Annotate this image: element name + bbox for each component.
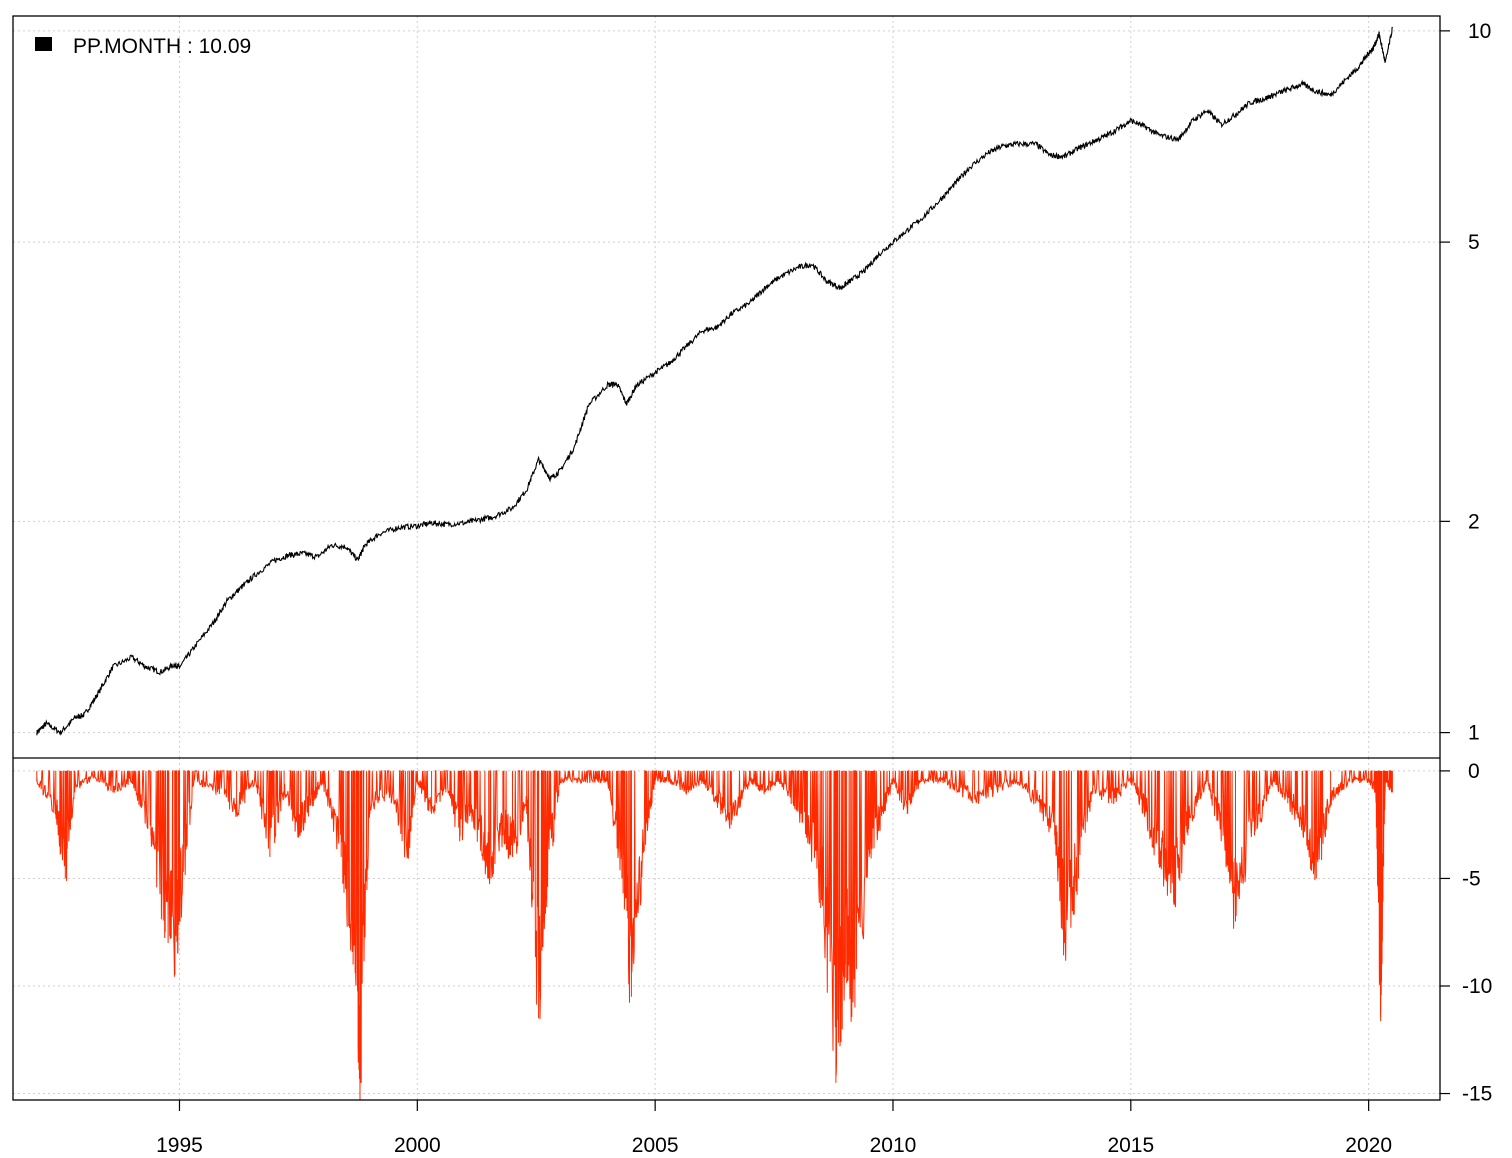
top-panel-y-axis: 1 2 5 10: [1440, 20, 1491, 745]
plot-frame: [12, 15, 1441, 1101]
legend-swatch: [35, 37, 52, 51]
y-tick-label: 2: [1468, 510, 1480, 533]
x-tick-label: 2015: [1107, 1134, 1154, 1157]
y-tick-label: -15: [1462, 1083, 1492, 1106]
y-tick-label: 5: [1468, 231, 1480, 254]
drawdown-panel-y-axis: 0 -5 -10 -15: [1440, 760, 1492, 1106]
drawdown-series: [36, 770, 1393, 1101]
y-tick-label: -5: [1462, 867, 1481, 890]
y-tick-label: 0: [1468, 760, 1480, 783]
x-axis: 1995 2000 2005 2010 2015 2020: [156, 1100, 1392, 1157]
y-tick-label: 1: [1468, 722, 1480, 745]
x-tick-label: 2020: [1345, 1134, 1392, 1157]
cumulative-series: [36, 26, 1393, 737]
top-panel-grid: [13, 16, 1440, 758]
x-tick-label: 1995: [156, 1134, 203, 1157]
y-tick-label: -10: [1462, 975, 1492, 998]
x-tick-label: 2010: [870, 1134, 917, 1157]
x-tick-label: 2005: [632, 1134, 679, 1157]
legend-label: PP.MONTH : 10.09: [73, 35, 251, 58]
legend: PP.MONTH : 10.09: [35, 35, 251, 58]
series-line-drawdown: [36, 770, 1393, 1101]
y-tick-label: 10: [1468, 20, 1491, 43]
x-tick-label: 2000: [394, 1134, 441, 1157]
series-line-pp-month: [36, 26, 1393, 737]
